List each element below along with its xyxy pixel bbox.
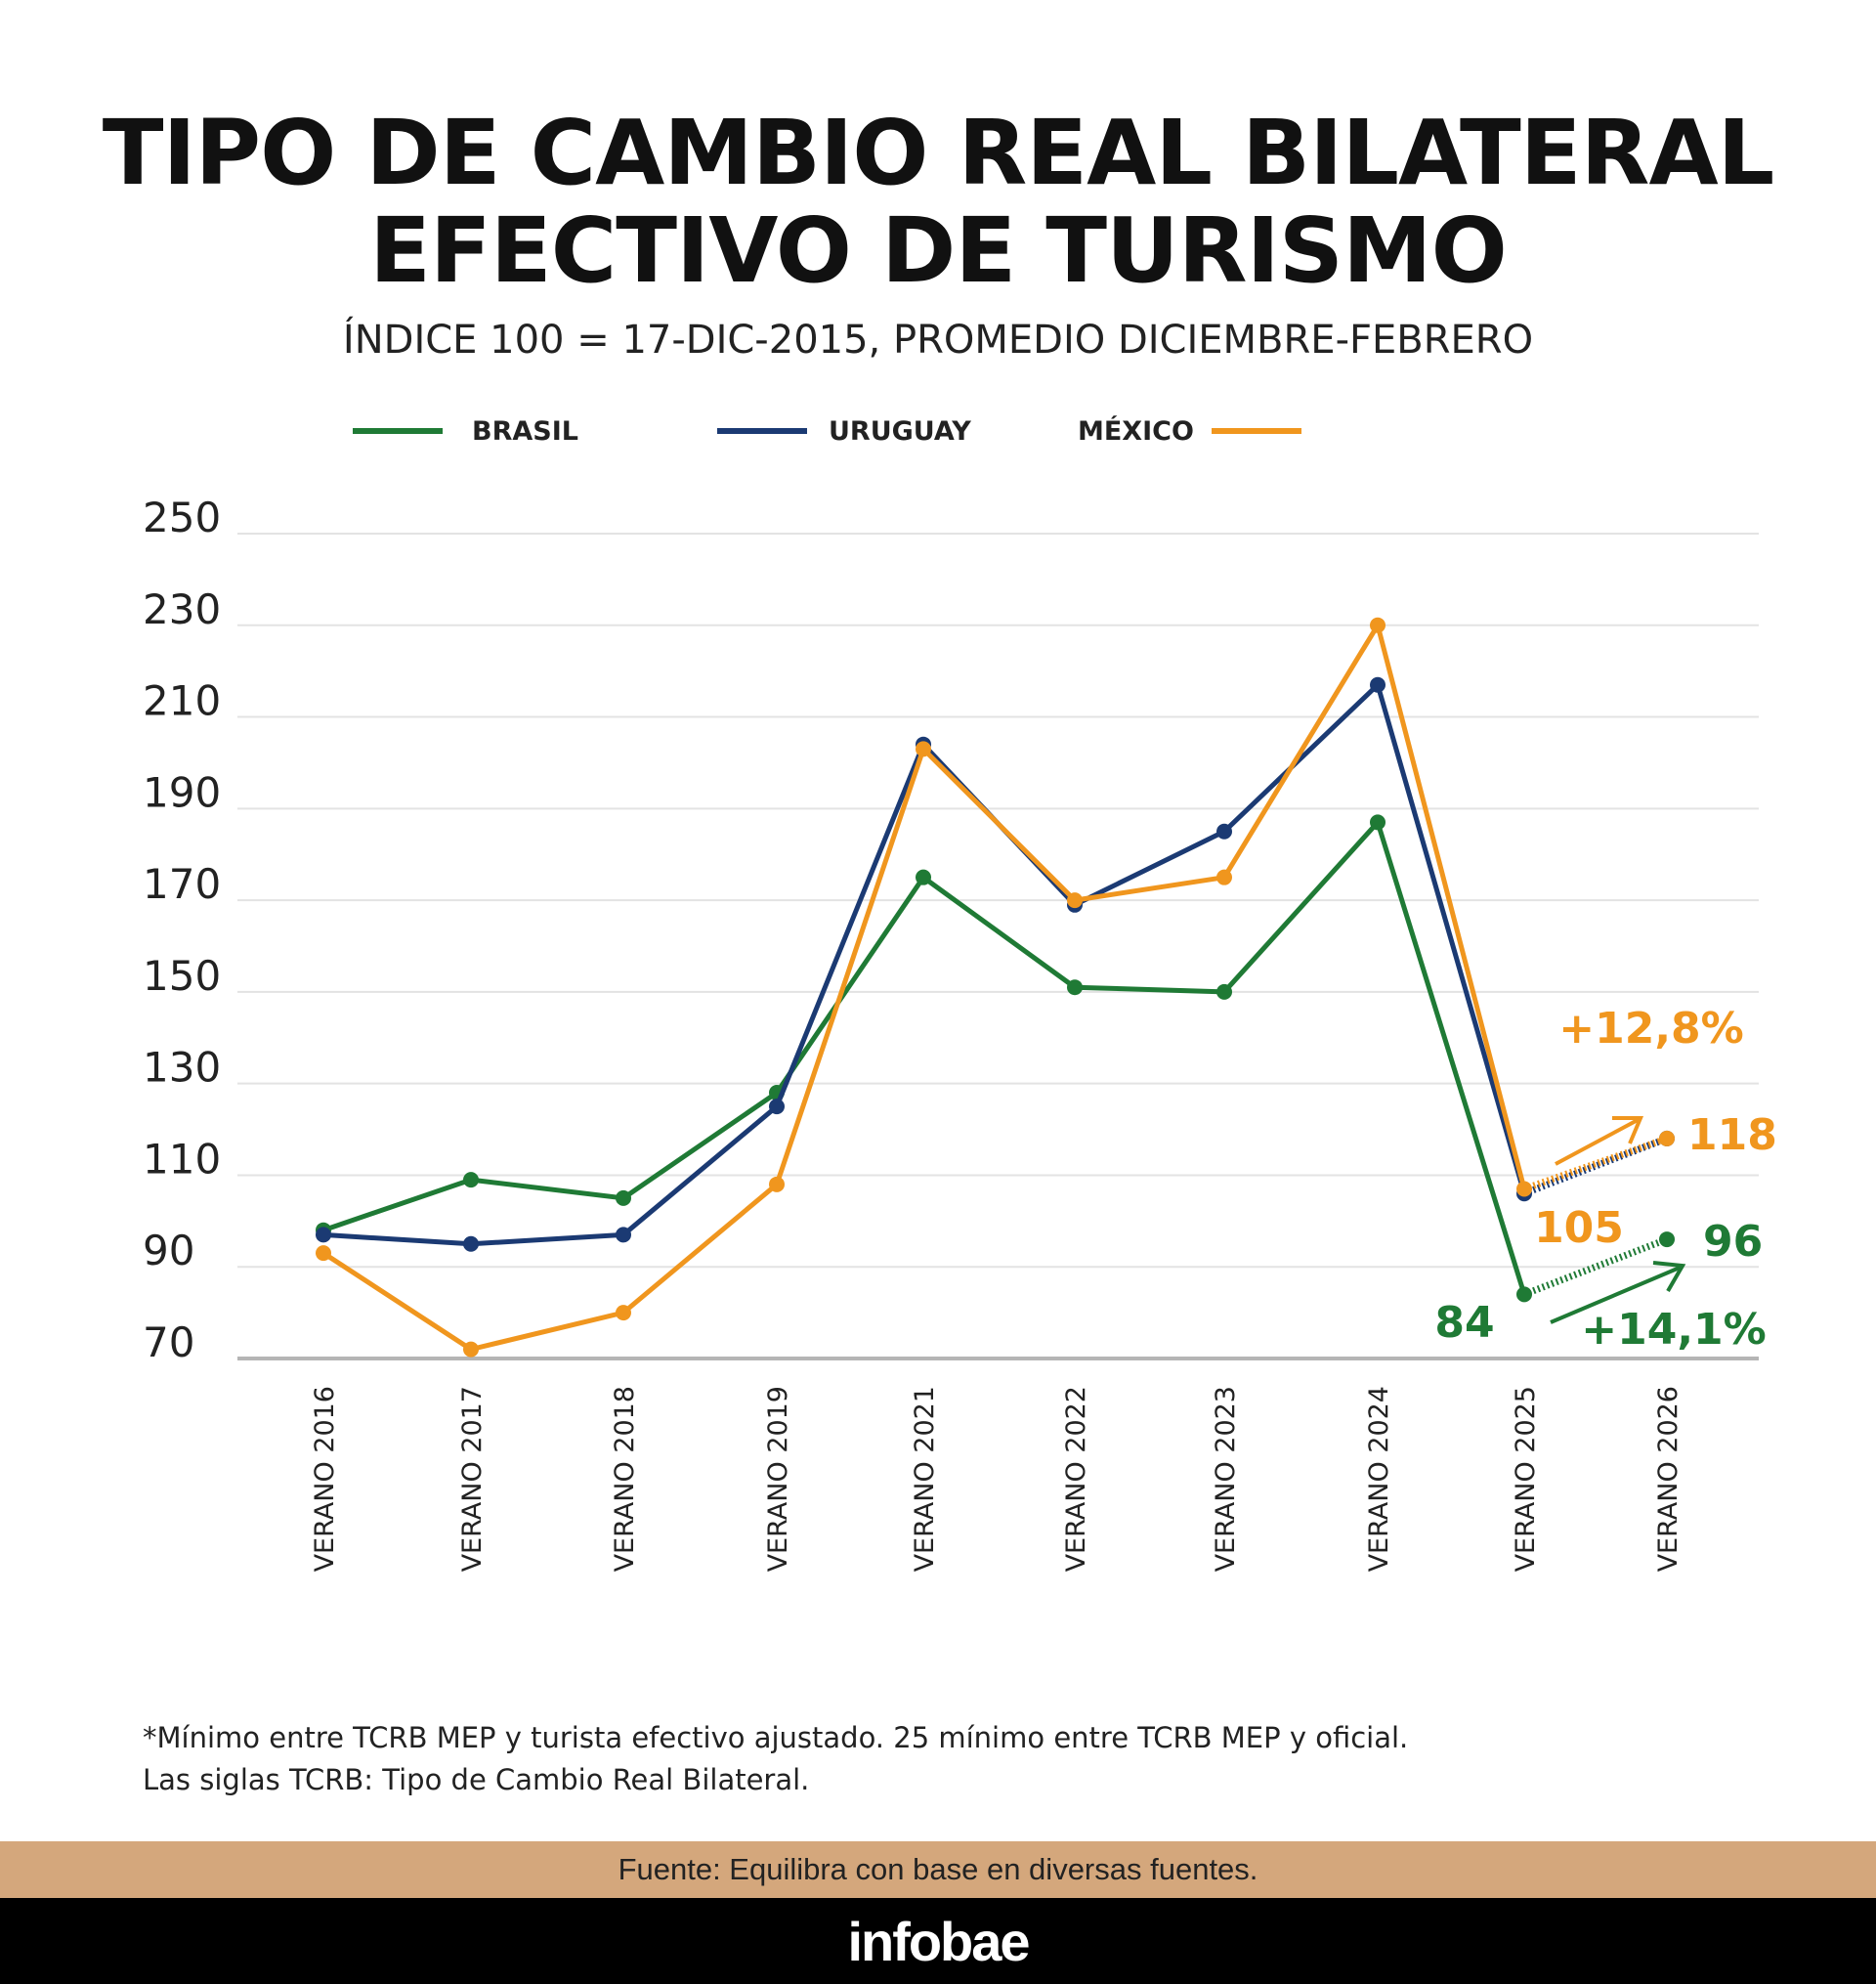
x-tick-label: VERANO 2017 (457, 1386, 488, 1572)
y-tick-label: 210 (143, 677, 221, 725)
mexico-arrowhead-icon (1612, 1116, 1644, 1144)
data-point-méxico (916, 741, 931, 757)
source-band (0, 1841, 1876, 1898)
data-point-uruguay (769, 1099, 785, 1115)
source-text: Fuente: Equilibra con base en diversas f… (618, 1852, 1258, 1886)
data-point-méxico (1659, 1130, 1675, 1146)
x-tick-label: VERANO 2018 (610, 1386, 640, 1572)
x-tick-label: VERANO 2025 (1511, 1386, 1541, 1572)
y-tick-label: 150 (143, 952, 221, 1000)
data-point-brasil (1216, 983, 1232, 1000)
annotation-mexico-2025: 105 (1534, 1203, 1624, 1253)
annotation-mexico-2026: 118 (1687, 1110, 1777, 1160)
mexico-arrow-icon (1555, 1118, 1639, 1166)
data-point-méxico (616, 1305, 631, 1321)
y-tick-label: 250 (143, 494, 221, 541)
data-point-brasil (1659, 1231, 1675, 1248)
x-tick-label: VERANO 2026 (1653, 1386, 1684, 1572)
chart-title-line-2: EFECTIVO DE TURISMO (369, 198, 1507, 303)
series-line-uruguay (322, 682, 1527, 1247)
y-tick-label: 230 (143, 585, 221, 633)
data-point-méxico (769, 1176, 785, 1192)
legend-label-uruguay: URUGUAY (829, 416, 971, 447)
brasil-arrowhead-icon (1652, 1261, 1686, 1292)
y-tick-label: 170 (143, 860, 221, 908)
chart-subtitle: ÍNDICE 100 = 17-DIC-2015, PROMEDIO DICIE… (343, 316, 1533, 363)
footnote-2: Las siglas TCRB: Tipo de Cambio Real Bil… (143, 1763, 809, 1796)
data-point-uruguay (463, 1235, 479, 1252)
x-axis-ticks: VERANO 2016 VERANO 2017 VERANO 2018 VERANO … (310, 1386, 1684, 1572)
data-point-méxico (463, 1341, 479, 1358)
data-point-méxico (1067, 892, 1083, 909)
data-point-méxico (316, 1245, 331, 1262)
series-projection-uruguay (1522, 1135, 1669, 1197)
data-point-méxico (1216, 869, 1232, 885)
data-point-brasil (463, 1172, 479, 1188)
x-tick-label: VERANO 2024 (1364, 1386, 1394, 1572)
legend-label-brasil: BRASIL (472, 416, 578, 447)
data-point-brasil (1370, 814, 1386, 831)
annotation-brasil-change: +14,1% (1581, 1305, 1767, 1355)
footnote-1: *Mínimo entre TCRB MEP y turista efectiv… (143, 1721, 1408, 1754)
series-line-brasil (322, 819, 1527, 1296)
data-point-brasil (616, 1189, 631, 1206)
data-point-uruguay (1216, 823, 1232, 840)
data-point-méxico (1516, 1181, 1532, 1197)
annotations: +12,8% 118 105 96 84 +14,1% (1434, 1004, 1776, 1355)
brasil-arrow-icon (1550, 1266, 1681, 1324)
y-tick-label: 190 (143, 768, 221, 816)
chart-title-line-1: TIPO DE CAMBIO REAL BILATERAL (103, 101, 1774, 205)
x-tick-label: VERANO 2016 (310, 1386, 340, 1572)
data-point-uruguay (316, 1227, 331, 1243)
data-point-méxico (1370, 617, 1386, 633)
data-point-brasil (1516, 1286, 1532, 1303)
x-tick-label: VERANO 2019 (763, 1386, 793, 1572)
annotation-mexico-change: +12,8% (1558, 1004, 1744, 1054)
x-tick-label: VERANO 2021 (910, 1386, 940, 1572)
series-projection-brasil (1522, 1235, 1669, 1298)
series-lines (316, 617, 1675, 1358)
y-tick-label: 130 (143, 1044, 221, 1092)
data-point-uruguay (616, 1227, 631, 1243)
y-tick-label: 70 (143, 1318, 194, 1366)
footer-bar (0, 1898, 1876, 1984)
x-tick-label: VERANO 2023 (1211, 1386, 1241, 1572)
y-tick-label: 90 (143, 1227, 194, 1274)
data-point-uruguay (1370, 676, 1386, 693)
legend-label-mexico: MÉXICO (1078, 415, 1194, 447)
y-axis-ticks: 250 230 210 190 170 150 130 110 90 70 (143, 494, 221, 1366)
y-tick-label: 110 (143, 1135, 221, 1183)
x-tick-label: VERANO 2022 (1061, 1386, 1091, 1572)
data-point-brasil (916, 869, 931, 885)
infobae-logo: infobae (847, 1911, 1029, 1972)
series-projection-méxico (1522, 1135, 1669, 1192)
data-point-brasil (1067, 979, 1083, 996)
annotation-brasil-2025: 84 (1434, 1298, 1494, 1348)
legend: BRASIL URUGUAY MÉXICO (353, 415, 1301, 447)
gridlines (237, 533, 1759, 1360)
annotation-brasil-2026: 96 (1703, 1217, 1763, 1267)
